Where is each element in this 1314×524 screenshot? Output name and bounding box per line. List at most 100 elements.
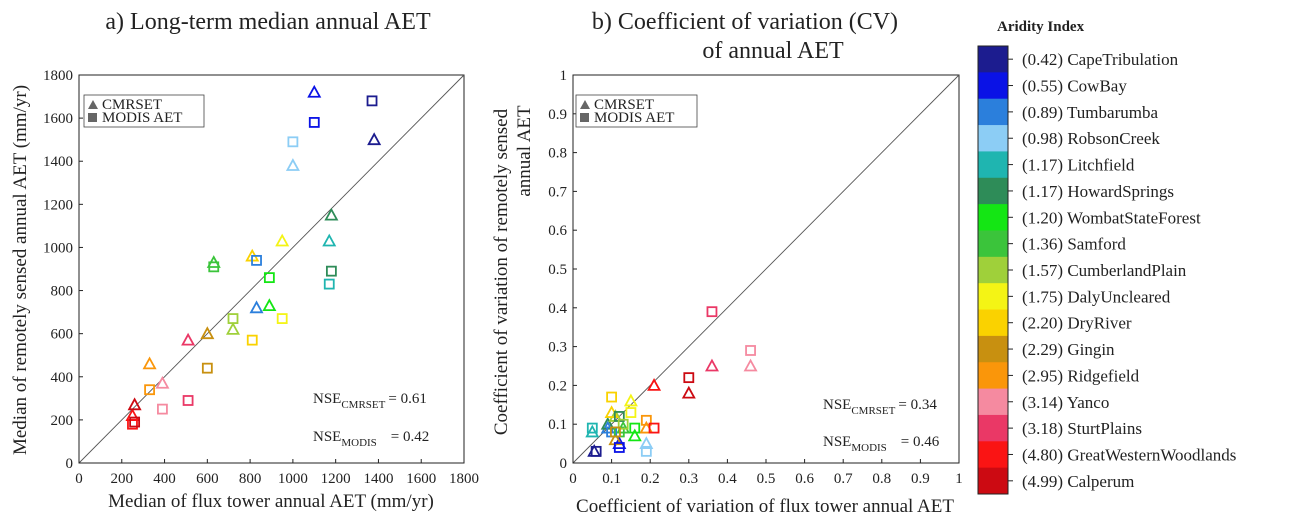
colorbar-site-label: (1.17) Litchfield xyxy=(1022,156,1135,175)
chart-b-modis-point xyxy=(625,407,637,418)
chart-a-x-tick-label: 0 xyxy=(75,471,83,487)
chart-a-legend-cmrset: CMRSET xyxy=(102,97,162,113)
chart-a-cmrset-point xyxy=(322,233,337,247)
colorbar-site-label: (1.36) Samford xyxy=(1022,235,1126,254)
chart-a-cmrset-point xyxy=(225,321,241,335)
colorbar-swatch xyxy=(978,362,1008,390)
chart-a-y-tick-label: 800 xyxy=(51,284,74,300)
chart-a-legend-modis: MODIS AET xyxy=(102,110,182,126)
colorbar-swatch xyxy=(978,98,1008,126)
chart-b-x-tick-label: 0.9 xyxy=(911,471,930,487)
colorbar-site-label: (0.42) CapeTribulation xyxy=(1022,50,1179,69)
chart-b-modis-point xyxy=(640,414,652,426)
chart-a-modis-point xyxy=(227,313,239,324)
chart-a-one-to-one-line xyxy=(78,74,465,464)
chart-b-y-tick-label: 0.4 xyxy=(548,301,567,317)
chart-a-x-tick-label: 1600 xyxy=(406,471,436,487)
colorbar-swatch xyxy=(978,335,1008,363)
colorbar-swatch xyxy=(978,256,1008,284)
chart-b-x-ticks: 0 0.1 0.2 0.3 0.4 0.5 0.6 0.7 0.8 0.9 1 xyxy=(569,459,963,487)
chart-b-cmrset-point xyxy=(623,393,638,407)
chart-a-y-label: Median of remotely sensed annual AET (mm… xyxy=(10,85,31,455)
chart-b-legend: CMRSET MODIS AET xyxy=(575,94,698,128)
chart-a-x-tick-label: 200 xyxy=(111,471,134,487)
chart-b-cmrset-point xyxy=(585,424,600,438)
chart-a-y-tick-label: 1600 xyxy=(43,111,73,127)
colorbar-site-label: (1.57) CumberlandPlain xyxy=(1022,261,1187,280)
chart-b-cmrset-point xyxy=(647,378,662,391)
chart-a-x-tick-label: 1200 xyxy=(321,471,351,487)
chart-b-title: b) Coefficient of variation (CV) xyxy=(592,9,898,35)
chart-b-modis-point xyxy=(613,442,625,453)
chart-a-y-tick-label: 1400 xyxy=(43,154,73,170)
chart-a-modis-point xyxy=(157,403,168,415)
chart-b-x-tick-label: 0.8 xyxy=(872,471,891,487)
colorbar-swatch xyxy=(978,151,1008,179)
panel-a: a) Long-term median annual AET 0 200 400 60… xyxy=(10,9,479,512)
chart-b-x-tick-label: 0.3 xyxy=(679,471,698,487)
chart-b-x-tick-label: 0.1 xyxy=(602,471,621,487)
chart-b-modis-point xyxy=(610,426,621,438)
chart-a-cmrset-point xyxy=(155,375,170,389)
chart-b-y-tick-label: 0.8 xyxy=(548,146,567,162)
chart-a-modis-point xyxy=(182,395,194,406)
chart-b-x-label: Coefficient of variation of flux tower a… xyxy=(576,496,954,517)
colorbar-swatch xyxy=(978,309,1008,337)
panel-b: b) Coefficient of variation (CV) of annu… xyxy=(491,9,963,517)
colorbar-site-label: (1.17) HowardSprings xyxy=(1022,182,1174,201)
chart-b-points xyxy=(585,306,758,457)
chart-a-legend-square-icon xyxy=(88,113,97,122)
chart-a-y-tick-label: 1200 xyxy=(43,197,73,213)
colorbar-site-label: (2.29) Gingin xyxy=(1022,340,1115,359)
chart-a-modis-point xyxy=(263,272,275,284)
chart-a-x-tick-label: 400 xyxy=(153,471,176,487)
chart-b-y-tick-label: 1 xyxy=(560,68,568,84)
chart-b-y-tick-label: 0 xyxy=(560,456,568,472)
chart-b-modis-point xyxy=(648,422,660,434)
chart-b-modis-point xyxy=(606,391,617,403)
chart-a-modis-point xyxy=(325,265,337,277)
chart-b-legend-cmrset: CMRSET xyxy=(594,97,654,113)
chart-b-modis-point xyxy=(706,306,718,318)
chart-a-y-tick-label: 1000 xyxy=(43,240,73,256)
colorbar-swatch xyxy=(978,46,1008,73)
chart-a-modis-point xyxy=(276,313,288,324)
chart-a-modis-point xyxy=(208,261,220,273)
chart-b-modis-point xyxy=(590,445,602,457)
colorbar-site-label: (1.20) WombatStateForest xyxy=(1022,208,1201,227)
colorbar-site-label: (0.55) CowBay xyxy=(1022,77,1127,96)
chart-b-y-tick-label: 0.3 xyxy=(548,340,567,356)
chart-a-cmrset-point xyxy=(181,332,196,346)
chart-b-y-tick-label: 0.2 xyxy=(548,378,567,394)
colorbar-swatch xyxy=(978,283,1008,311)
chart-b-y-label-line2: annual AET xyxy=(514,105,535,197)
chart-a-cmrset-point xyxy=(262,298,277,312)
colorbar-site-label: (1.75) DalyUncleared xyxy=(1022,287,1171,306)
chart-b-cmrset-point xyxy=(639,436,654,449)
chart-a-modis-point xyxy=(246,334,258,346)
chart-b-one-to-one-line xyxy=(572,74,960,464)
chart-b-y-tick-label: 0.6 xyxy=(548,223,567,239)
colorbar-site-label: (4.99) Calperum xyxy=(1022,472,1134,491)
chart-a-cmrset-point xyxy=(324,207,339,221)
chart-a-modis-point xyxy=(129,416,141,428)
chart-a-x-tick-label: 800 xyxy=(239,471,262,487)
chart-b-x-tick-label: 0.6 xyxy=(795,471,814,487)
chart-a-y-tick-label: 600 xyxy=(51,327,74,343)
chart-a-modis-point xyxy=(144,384,155,396)
chart-a-x-tick-label: 1800 xyxy=(449,471,479,487)
chart-a-x-tick-label: 1000 xyxy=(278,471,308,487)
chart-b-cmrset-point xyxy=(627,428,642,442)
chart-a-cmrset-point xyxy=(142,356,157,370)
chart-a-modis-point xyxy=(127,418,138,430)
chart-b-y-tick-label: 0.7 xyxy=(548,184,567,200)
chart-a-cmrset-point xyxy=(285,158,300,171)
chart-b-modis-point xyxy=(640,445,652,457)
chart-a-y-ticks: 0 200 400 600 800 1000 1200 1400 1600 1800 xyxy=(43,68,83,472)
chart-b-x-tick-label: 0 xyxy=(569,471,577,487)
chart-a-title: a) Long-term median annual AET xyxy=(105,9,431,35)
chart-a-modis-point xyxy=(251,254,262,266)
colorbar-title: Aridity Index xyxy=(997,19,1085,35)
chart-b-modis-point xyxy=(745,345,756,356)
